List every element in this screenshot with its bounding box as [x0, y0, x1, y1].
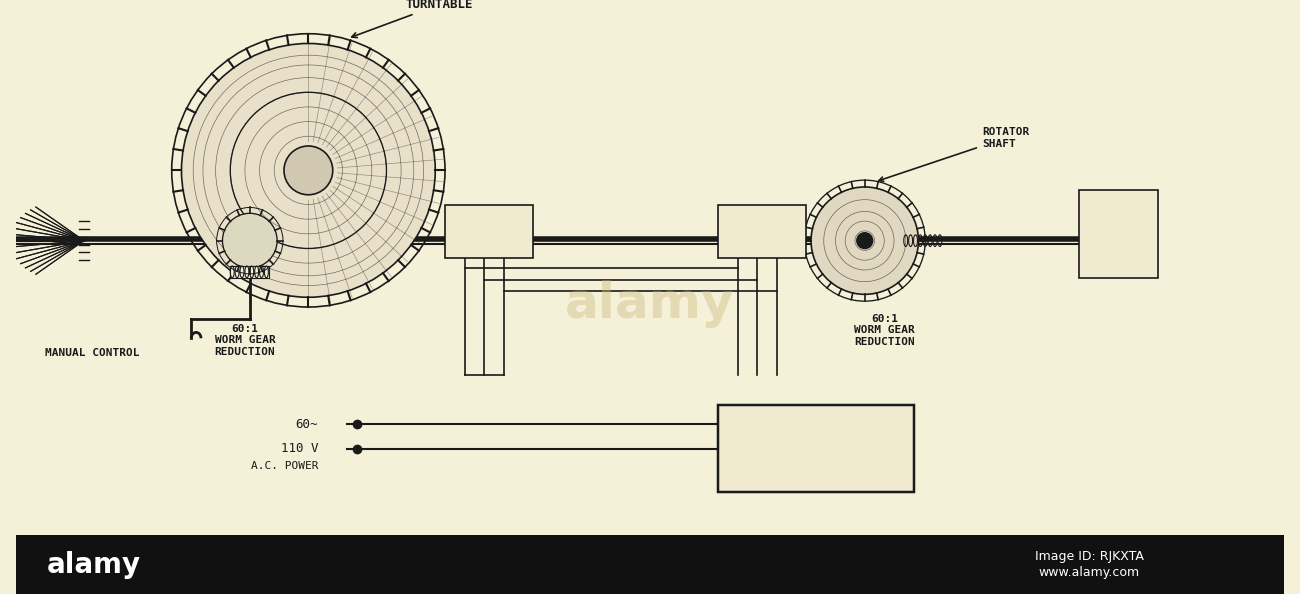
Text: 5 CT
SYNCHRO: 5 CT SYNCHRO [733, 204, 792, 234]
Text: alamy: alamy [566, 280, 734, 328]
Circle shape [222, 213, 277, 268]
Circle shape [857, 233, 872, 248]
Text: HP
MOTO: HP MOTO [1105, 238, 1132, 259]
Bar [16, 535, 1284, 594]
Bar [719, 405, 914, 492]
Text: TURNTABLE: TURNTABLE [352, 0, 473, 37]
Bar [445, 204, 533, 258]
Text: 60:1
WORM GEAR
REDUCTION: 60:1 WORM GEAR REDUCTION [214, 324, 276, 357]
Text: ROTATOR
SHAFT: ROTATOR SHAFT [879, 127, 1030, 181]
Text: 1: 1 [1115, 203, 1122, 216]
Bar [230, 266, 269, 278]
Text: 60~: 60~ [295, 418, 318, 431]
Text: alamy: alamy [47, 551, 140, 579]
Text: www.alamy.com: www.alamy.com [1039, 566, 1140, 579]
Circle shape [283, 146, 333, 195]
Ellipse shape [811, 187, 918, 295]
Text: THYRATRON
SERVO
AMPLIFIER: THYRATRON SERVO AMPLIFIER [779, 419, 854, 478]
Ellipse shape [182, 43, 436, 297]
Text: 60:1
WORM GEAR
REDUCTION: 60:1 WORM GEAR REDUCTION [854, 314, 915, 347]
Text: 110 V: 110 V [281, 442, 318, 455]
Bar [1079, 190, 1157, 278]
Bar [719, 204, 806, 258]
Text: MANUAL CONTROL: MANUAL CONTROL [44, 348, 139, 358]
Text: A.C. POWER: A.C. POWER [251, 461, 318, 471]
Text: Image ID: RJKXTA: Image ID: RJKXTA [1035, 551, 1144, 563]
Text: 4: 4 [1115, 222, 1122, 235]
Text: 5 F
SYNCHRO: 5 F SYNCHRO [460, 204, 519, 234]
